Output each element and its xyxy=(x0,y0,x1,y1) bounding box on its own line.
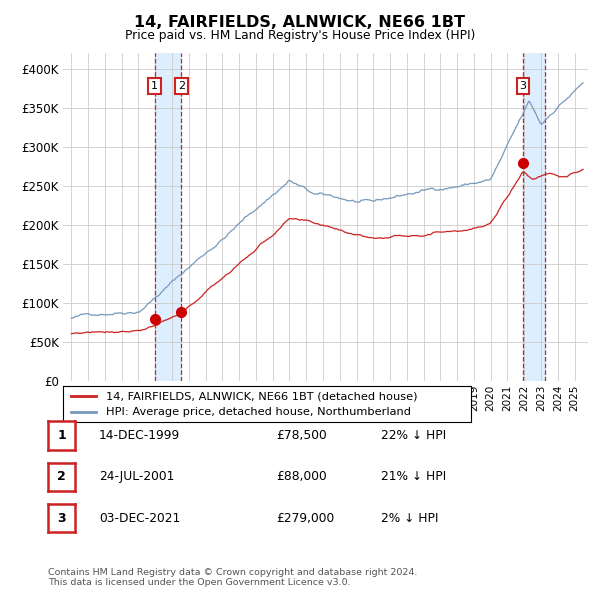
Text: £78,500: £78,500 xyxy=(276,429,327,442)
Text: 1: 1 xyxy=(57,429,66,442)
Text: 14, FAIRFIELDS, ALNWICK, NE66 1BT: 14, FAIRFIELDS, ALNWICK, NE66 1BT xyxy=(134,15,466,30)
Text: £88,000: £88,000 xyxy=(276,470,327,483)
Text: £279,000: £279,000 xyxy=(276,512,334,525)
Text: 2: 2 xyxy=(178,81,185,91)
Text: 21% ↓ HPI: 21% ↓ HPI xyxy=(381,470,446,483)
Text: 3: 3 xyxy=(57,512,66,525)
Text: 14-DEC-1999: 14-DEC-1999 xyxy=(99,429,180,442)
Text: 2: 2 xyxy=(57,470,66,483)
Text: 03-DEC-2021: 03-DEC-2021 xyxy=(99,512,180,525)
Text: 22% ↓ HPI: 22% ↓ HPI xyxy=(381,429,446,442)
Text: Price paid vs. HM Land Registry's House Price Index (HPI): Price paid vs. HM Land Registry's House … xyxy=(125,30,475,42)
Bar xyxy=(155,53,181,381)
Text: 24-JUL-2001: 24-JUL-2001 xyxy=(99,470,175,483)
Text: 14, FAIRFIELDS, ALNWICK, NE66 1BT (detached house): 14, FAIRFIELDS, ALNWICK, NE66 1BT (detac… xyxy=(106,391,418,401)
Text: Contains HM Land Registry data © Crown copyright and database right 2024.
This d: Contains HM Land Registry data © Crown c… xyxy=(48,568,418,587)
Text: 2% ↓ HPI: 2% ↓ HPI xyxy=(381,512,439,525)
Text: 3: 3 xyxy=(520,81,526,91)
Text: 1: 1 xyxy=(151,81,158,91)
Text: HPI: Average price, detached house, Northumberland: HPI: Average price, detached house, Nort… xyxy=(106,407,411,417)
Bar xyxy=(523,53,545,381)
